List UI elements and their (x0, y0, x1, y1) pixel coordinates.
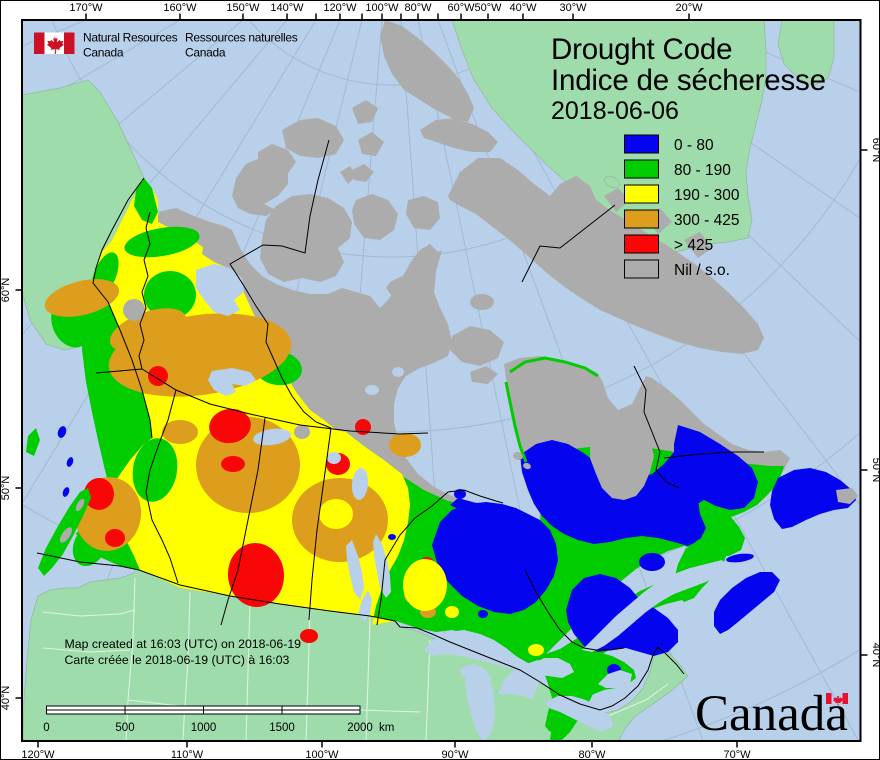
svg-text:60°N: 60°N (870, 138, 880, 163)
svg-text:1500: 1500 (269, 722, 295, 734)
svg-text:0: 0 (43, 722, 49, 734)
svg-text:Map created at 16:03 (UTC) on: Map created at 16:03 (UTC) on 2018-06-19 (65, 637, 302, 651)
svg-text:Drought Code: Drought Code (551, 33, 732, 66)
svg-text:km: km (379, 722, 394, 734)
svg-text:90°W: 90°W (441, 749, 469, 760)
svg-text:80°W: 80°W (404, 2, 432, 14)
svg-text:100°W: 100°W (365, 2, 399, 14)
svg-text:Indice de sécheresse: Indice de sécheresse (551, 64, 826, 97)
svg-text:190 - 300: 190 - 300 (674, 187, 740, 204)
svg-text:160°W: 160°W (163, 2, 197, 14)
svg-text:Canada: Canada (83, 46, 124, 60)
svg-text:50°W: 50°W (474, 2, 502, 14)
svg-text:40°W: 40°W (509, 2, 537, 14)
svg-text:60°N: 60°N (0, 278, 12, 303)
svg-text:Nil / s.o.: Nil / s.o. (674, 262, 730, 279)
svg-text:20°W: 20°W (675, 2, 703, 14)
svg-text:80°W: 80°W (578, 749, 606, 760)
svg-text:170°W: 170°W (69, 2, 103, 14)
svg-text:50°N: 50°N (0, 476, 12, 501)
svg-text:110°W: 110°W (171, 749, 204, 760)
svg-text:Natural Resources: Natural Resources (83, 31, 178, 45)
svg-text:40°N: 40°N (870, 643, 880, 668)
svg-text:140°W: 140°W (270, 2, 304, 14)
svg-text:50°N: 50°N (870, 458, 880, 483)
svg-text:150°W: 150°W (226, 2, 260, 14)
svg-text:Canada: Canada (695, 686, 848, 742)
svg-text:30°W: 30°W (559, 2, 587, 14)
svg-text:Canada: Canada (185, 46, 226, 60)
svg-text:0 - 80: 0 - 80 (674, 137, 714, 154)
svg-text:300 - 425: 300 - 425 (674, 212, 740, 229)
svg-text:2000: 2000 (347, 722, 373, 734)
svg-text:Ressources naturelles: Ressources naturelles (185, 31, 298, 45)
svg-text:60°W: 60°W (447, 2, 475, 14)
svg-text:40°N: 40°N (0, 686, 12, 711)
svg-text:2018-06-06: 2018-06-06 (551, 97, 679, 125)
svg-text:120°W: 120°W (21, 749, 55, 760)
svg-text:1000: 1000 (191, 722, 217, 734)
svg-text:120°W: 120°W (323, 2, 357, 14)
svg-text:70°W: 70°W (723, 749, 751, 760)
svg-text:80 - 190: 80 - 190 (674, 162, 731, 179)
svg-text:100°W: 100°W (305, 749, 339, 760)
svg-text:> 425: > 425 (674, 237, 713, 254)
svg-text:Carte créée le 2018-06-19 (UTC: Carte créée le 2018-06-19 (UTC) à 16:03 (65, 653, 290, 667)
svg-text:500: 500 (115, 722, 134, 734)
